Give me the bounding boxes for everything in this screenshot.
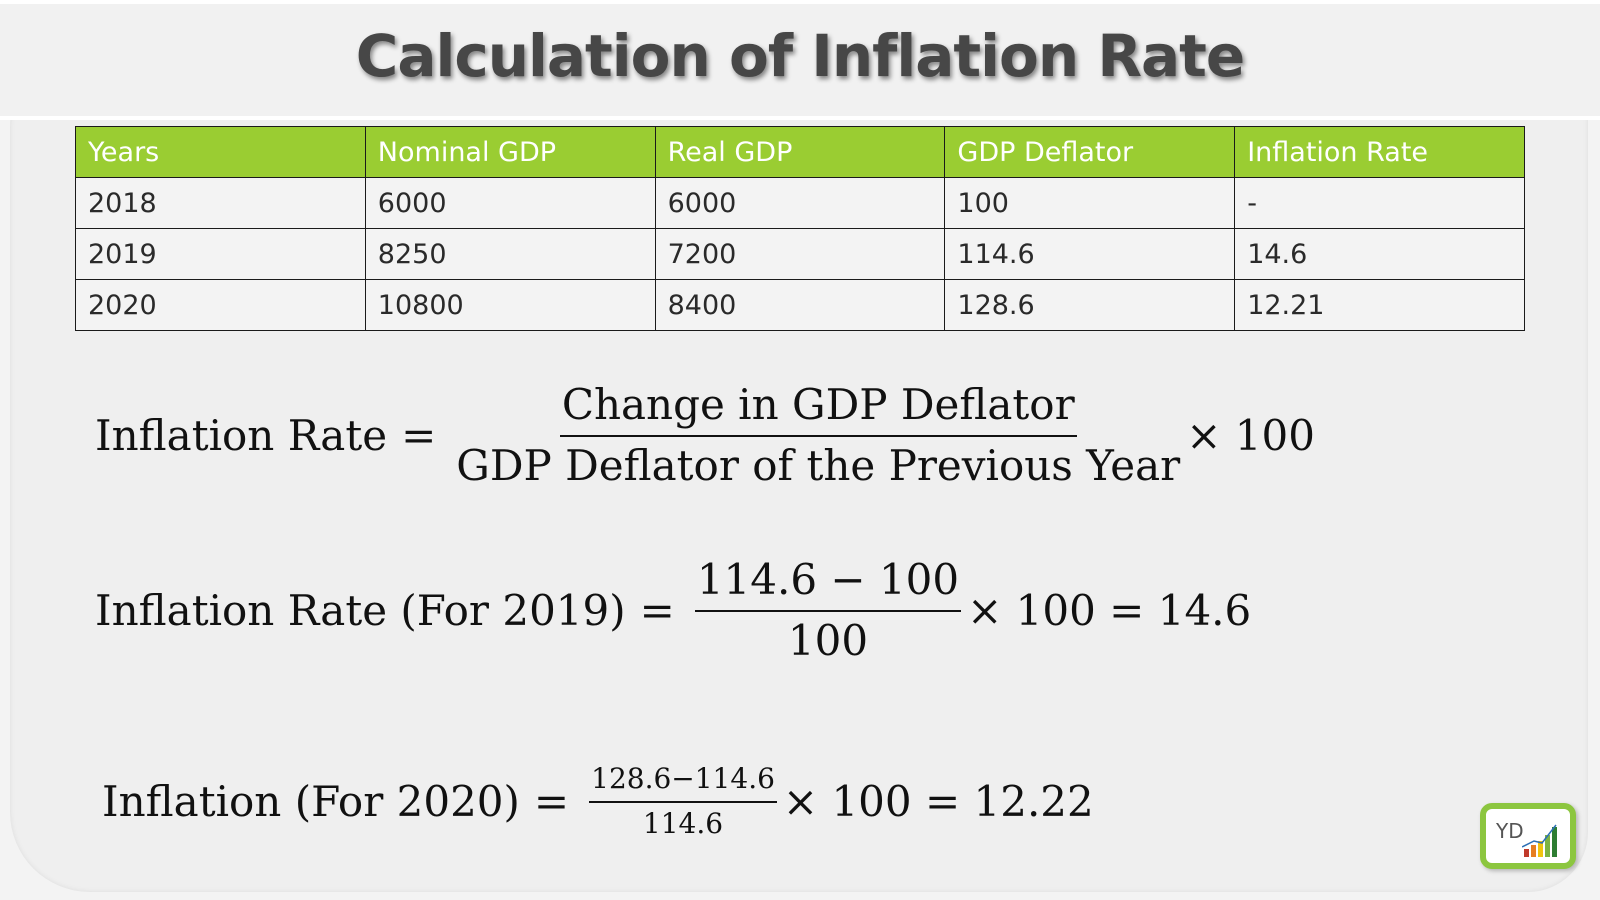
table-cell: 12.21 <box>1234 279 1525 331</box>
formula-numerator: 114.6 − 100 <box>694 555 962 612</box>
formula-numerator: 128.6−114.6 <box>589 762 777 803</box>
formula-denominator: 100 <box>787 616 869 665</box>
table-header-row: Years Nominal GDP Real GDP GDP Deflator … <box>75 126 1525 178</box>
table-cell: 10800 <box>364 279 656 331</box>
bar-chart-icon <box>1522 824 1557 857</box>
table-cell: - <box>1234 177 1525 229</box>
table-cell: 100 <box>944 177 1236 229</box>
title-band <box>0 0 1600 120</box>
table-row: 2020 10800 8400 128.6 12.21 <box>75 279 1525 331</box>
formula-equals: = <box>533 776 570 826</box>
table-cell: 14.6 <box>1234 228 1525 280</box>
formula-result: × 100 = 12.22 <box>782 776 1094 826</box>
logo-text: YD <box>1496 819 1524 843</box>
header-real-gdp: Real GDP <box>654 126 946 178</box>
formula-multiplier: × 100 <box>1186 410 1315 460</box>
table-cell: 8400 <box>654 279 946 331</box>
formula-denominator: 114.6 <box>642 807 724 840</box>
formula-denominator: GDP Deflator of the Previous Year <box>456 441 1181 490</box>
table-row: 2018 6000 6000 100 - <box>75 177 1525 229</box>
formula-numerator: Change in GDP Deflator <box>559 380 1077 437</box>
formula-fraction: 114.6 − 100 100 <box>694 555 962 665</box>
table-cell: 114.6 <box>944 228 1236 280</box>
inflation-table: Years Nominal GDP Real GDP GDP Deflator … <box>75 126 1525 331</box>
table-row: 2019 8250 7200 114.6 14.6 <box>75 228 1525 280</box>
page-title: Calculation of Inflation Rate <box>355 22 1245 90</box>
formula-lhs: Inflation Rate <box>95 410 388 460</box>
table-cell: 6000 <box>654 177 946 229</box>
formula-2020: Inflation (For 2020) = 128.6−114.6 114.6… <box>102 762 1094 840</box>
table-cell: 2019 <box>75 228 366 280</box>
table-cell: 7200 <box>654 228 946 280</box>
formula-equals: = <box>639 585 675 635</box>
formula-lhs: Inflation Rate (For 2019) <box>95 585 626 635</box>
formula-lhs: Inflation (For 2020) <box>102 776 520 826</box>
header-years: Years <box>75 126 366 178</box>
formula-result: × 100 = 14.6 <box>967 585 1252 635</box>
formula-2019: Inflation Rate (For 2019) = 114.6 − 100 … <box>95 555 1251 665</box>
table-cell: 6000 <box>364 177 656 229</box>
table-cell: 128.6 <box>944 279 1236 331</box>
formula-equals: = <box>401 410 437 460</box>
header-nominal-gdp: Nominal GDP <box>364 126 656 178</box>
table-cell: 2020 <box>75 279 366 331</box>
formula-fraction: Change in GDP Deflator GDP Deflator of t… <box>456 380 1180 490</box>
formula-fraction: 128.6−114.6 114.6 <box>589 762 777 840</box>
table-cell: 2018 <box>75 177 366 229</box>
formula-general: Inflation Rate = Change in GDP Deflator … <box>95 380 1315 490</box>
header-gdp-deflator: GDP Deflator <box>944 126 1236 178</box>
table-cell: 8250 <box>364 228 656 280</box>
header-inflation-rate: Inflation Rate <box>1234 126 1525 178</box>
brand-logo: YD <box>1480 803 1576 869</box>
